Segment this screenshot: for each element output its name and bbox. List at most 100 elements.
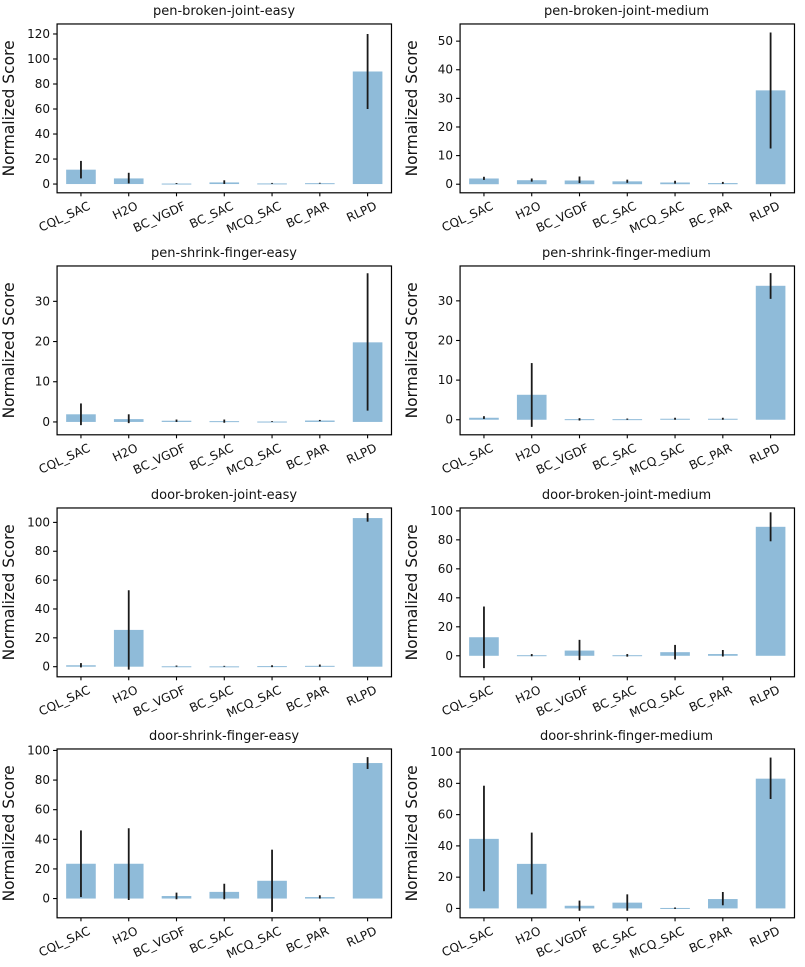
- y-tick-label: 60: [437, 808, 452, 822]
- axes-frame: [56, 23, 393, 194]
- chart-title: pen-broken-joint-easy: [152, 4, 296, 19]
- y-tick-label: 20: [437, 619, 452, 633]
- x-tick-label-H2O: H2O: [110, 682, 140, 706]
- x-tick-label-MCQ_SAC: MCQ_SAC: [627, 441, 686, 478]
- y-axis-label: Normalized Score: [403, 40, 421, 176]
- x-tick-label-MCQ_SAC: MCQ_SAC: [224, 441, 283, 478]
- bar-H2O: [516, 180, 547, 185]
- x-tick-label-MCQ_SAC: MCQ_SAC: [224, 924, 283, 961]
- x-tick-label-BC_PAR: BC_PAR: [686, 682, 733, 714]
- y-tick-label: 40: [437, 839, 452, 853]
- subplot-door-broken-joint-easy: door-broken-joint-easy Normalized Score 0…: [0, 483, 403, 726]
- x-tick-label-BC_PAR: BC_PAR: [686, 441, 733, 473]
- y-tick-label: 20: [437, 870, 452, 884]
- axes-frame: [458, 748, 795, 919]
- x-tick-label-MCQ_SAC: MCQ_SAC: [627, 924, 686, 961]
- chart-title: pen-shrink-finger-easy: [151, 245, 297, 261]
- y-tick-label: 40: [437, 590, 452, 604]
- y-tick-label: 40: [437, 63, 452, 77]
- x-tick-label-RLPD: RLPD: [747, 199, 782, 225]
- x-tick-label-MCQ_SAC: MCQ_SAC: [627, 199, 686, 236]
- y-tick-label: 10: [437, 149, 452, 163]
- y-tick-label: 60: [35, 803, 50, 817]
- y-tick-label: 80: [35, 544, 50, 558]
- x-tick-label-RLPD: RLPD: [747, 441, 782, 467]
- x-tick-label-H2O: H2O: [110, 441, 140, 465]
- x-tick-label-RLPD: RLPD: [747, 924, 782, 950]
- y-tick-label: 80: [437, 777, 452, 791]
- y-tick-label: 120: [27, 27, 50, 41]
- chart-title: door-shrink-finger-medium: [539, 729, 714, 745]
- y-tick-label: 0: [445, 177, 453, 191]
- y-tick-label: 60: [437, 561, 452, 575]
- x-tick-label-H2O: H2O: [513, 199, 543, 223]
- axes-frame: [458, 265, 795, 436]
- y-tick-label: 0: [445, 902, 453, 916]
- y-tick-label: 100: [27, 52, 50, 66]
- y-axis-label: Normalized Score: [0, 766, 18, 902]
- x-tick-label-CQL_SAC: CQL_SAC: [37, 441, 93, 477]
- x-tick-label-BC_VGDF: BC_VGDF: [533, 924, 590, 960]
- y-tick-label: 80: [35, 77, 50, 91]
- x-tick-label-RLPD: RLPD: [344, 682, 379, 708]
- bar-RLPD: [352, 517, 383, 667]
- bar-RLPD: [352, 763, 383, 899]
- axes-frame: [56, 265, 393, 436]
- bar-BC_VGDF: [161, 665, 192, 667]
- bar-RLPD: [755, 526, 785, 656]
- y-tick-label: 40: [35, 833, 50, 847]
- bar-MCQ_SAC: [257, 421, 287, 423]
- y-tick-label: 0: [445, 412, 453, 426]
- y-tick-label: 40: [35, 601, 50, 615]
- y-tick-label: 0: [42, 659, 50, 673]
- x-tick-label-BC_PAR: BC_PAR: [284, 682, 331, 714]
- axes-frame: [56, 506, 393, 677]
- y-axis-label: Normalized Score: [403, 282, 421, 418]
- chart-canvas: Normalized Score 0 20 40 60 80 100 120 CQL_SAC H2…: [0, 23, 393, 236]
- x-tick-label-MCQ_SAC: MCQ_SAC: [224, 682, 283, 719]
- x-tick-label-H2O: H2O: [110, 199, 140, 223]
- x-tick-label-CQL_SAC: CQL_SAC: [439, 924, 495, 960]
- chart-title: door-shrink-finger-easy: [148, 729, 300, 745]
- bar-BC_PAR: [305, 183, 335, 185]
- subplot-pen-shrink-finger-medium: pen-shrink-finger-medium Normalized Scor…: [402, 241, 805, 484]
- x-tick-label-MCQ_SAC: MCQ_SAC: [224, 199, 283, 236]
- x-tick-label-BC_VGDF: BC_VGDF: [131, 441, 188, 477]
- y-tick-label: 20: [35, 862, 50, 876]
- x-tick-label-BC_PAR: BC_PAR: [284, 924, 331, 956]
- bar-RLPD: [755, 778, 785, 909]
- x-tick-label-RLPD: RLPD: [344, 441, 379, 467]
- x-tick-label-H2O: H2O: [110, 924, 140, 948]
- y-tick-label: 100: [430, 503, 453, 517]
- y-tick-label: 0: [445, 648, 453, 662]
- x-tick-label-BC_VGDF: BC_VGDF: [533, 441, 590, 477]
- x-tick-label-CQL_SAC: CQL_SAC: [37, 924, 93, 960]
- y-tick-label: 20: [35, 334, 50, 348]
- subplot-door-shrink-finger-easy: door-shrink-finger-easy Normalized Score…: [0, 725, 403, 967]
- chart-title: pen-broken-joint-medium: [543, 4, 710, 19]
- x-tick-label-CQL_SAC: CQL_SAC: [439, 682, 495, 718]
- x-tick-label-BC_VGDF: BC_VGDF: [131, 682, 188, 718]
- y-tick-label: 20: [437, 120, 452, 134]
- x-tick-label-BC_PAR: BC_PAR: [686, 199, 733, 231]
- bar-BC_PAR: [305, 420, 335, 422]
- y-tick-label: 0: [42, 415, 50, 429]
- subplot-door-shrink-finger-medium: door-shrink-finger-medium Normalized Sco…: [402, 725, 805, 967]
- chart-title: pen-shrink-finger-medium: [542, 245, 711, 261]
- x-tick-label-CQL_SAC: CQL_SAC: [439, 199, 495, 235]
- x-tick-label-BC_VGDF: BC_VGDF: [131, 199, 188, 235]
- y-tick-label: 10: [437, 373, 452, 387]
- y-tick-label: 30: [437, 91, 452, 105]
- y-axis-label: Normalized Score: [403, 766, 421, 902]
- chart-title: door-broken-joint-medium: [541, 487, 712, 503]
- bar-RLPD: [755, 285, 785, 420]
- x-tick-label-H2O: H2O: [513, 441, 543, 465]
- y-tick-label: 80: [35, 773, 50, 787]
- y-axis-label: Normalized Score: [0, 40, 18, 176]
- axes-frame: [458, 23, 795, 194]
- y-tick-label: 20: [437, 333, 452, 347]
- y-tick-label: 50: [437, 34, 452, 48]
